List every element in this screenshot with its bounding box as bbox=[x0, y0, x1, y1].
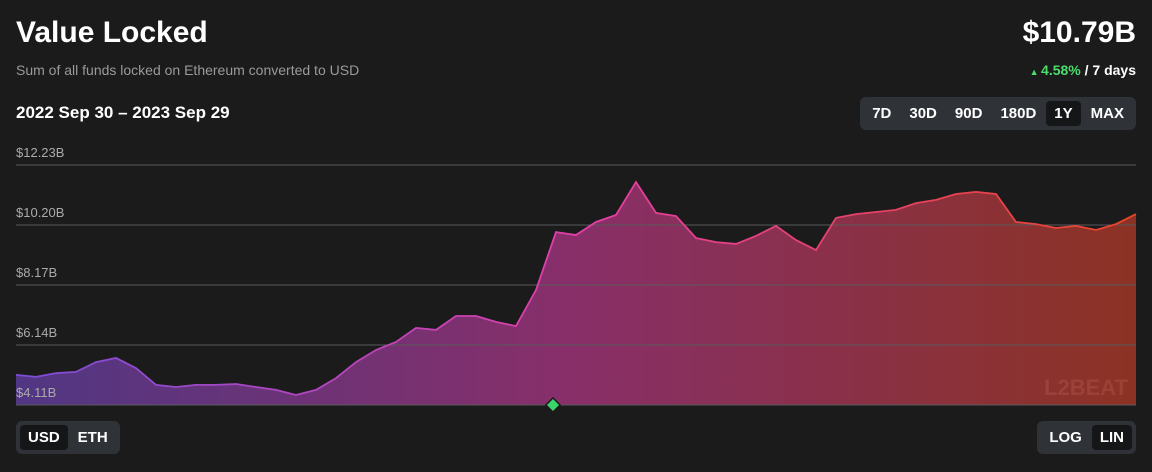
y-tick-label: $8.17B bbox=[16, 265, 57, 280]
area bbox=[16, 182, 1136, 405]
up-arrow: ▲ bbox=[1029, 67, 1042, 77]
range-button[interactable]: 30D bbox=[909, 105, 937, 122]
total-value: $10.79B bbox=[1022, 16, 1136, 49]
currency-buttons: USD ETH bbox=[16, 421, 120, 454]
scale-button[interactable]: LIN bbox=[1091, 425, 1132, 450]
currency-button[interactable]: USD bbox=[20, 425, 68, 450]
range-button[interactable]: 7D bbox=[872, 105, 892, 122]
range-button[interactable]: MAX bbox=[1090, 105, 1124, 122]
y-tick-label: $6.14B bbox=[16, 325, 57, 340]
y-tick-label: $10.20B bbox=[16, 205, 64, 220]
scale-buttons: LOG LIN bbox=[1037, 421, 1136, 454]
range-button[interactable]: 90D bbox=[954, 105, 983, 122]
date-range: 2022 Sep 30 – 2023 Sep 29 bbox=[16, 103, 230, 122]
event-marker bbox=[544, 396, 562, 414]
range-button[interactable]: 1Y bbox=[1046, 101, 1081, 126]
change-value: 4.58% bbox=[1041, 62, 1081, 78]
scale-button[interactable]: LOG bbox=[1049, 429, 1082, 446]
line bbox=[15, 180, 1137, 396]
range-button[interactable]: 180D bbox=[1000, 105, 1037, 122]
change: ▲ 4.58% / 7 days bbox=[1030, 62, 1136, 78]
period: / 7 days bbox=[1084, 62, 1136, 78]
range-buttons: 7D 30D 90D 180D 1Y MAX bbox=[860, 97, 1136, 130]
title: Value Locked bbox=[16, 16, 208, 49]
currency-button[interactable]: ETH bbox=[77, 429, 108, 446]
subtitle: Sum of all funds locked on Ethereum conv… bbox=[16, 62, 360, 78]
y-tick-label: $4.11B bbox=[16, 385, 56, 400]
y-tick-label: $12.23B bbox=[16, 145, 64, 160]
